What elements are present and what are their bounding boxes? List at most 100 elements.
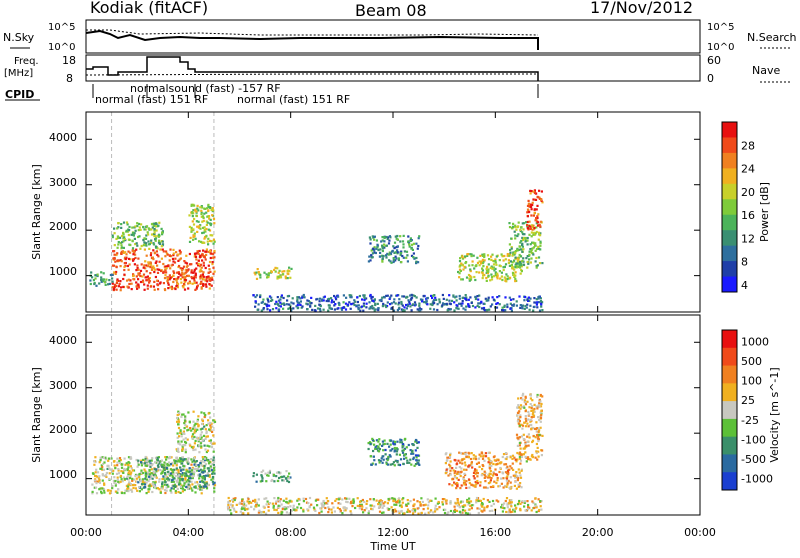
data-cell xyxy=(538,231,541,234)
data-cell xyxy=(129,456,132,459)
data-cell xyxy=(193,270,196,273)
data-cell xyxy=(468,501,471,504)
data-cell xyxy=(162,467,165,470)
data-cell xyxy=(476,482,479,485)
data-cell xyxy=(506,483,509,486)
data-cell xyxy=(266,474,269,477)
data-cell xyxy=(519,304,522,307)
data-cell xyxy=(137,222,141,226)
data-cell xyxy=(199,488,202,491)
data-cell xyxy=(474,480,477,484)
data-cell xyxy=(453,508,457,511)
data-cell xyxy=(127,483,130,486)
data-cell xyxy=(389,497,392,500)
data-cell xyxy=(194,485,197,488)
data-cell xyxy=(186,459,189,462)
data-cell xyxy=(213,249,216,253)
data-cell xyxy=(171,474,174,477)
data-cell xyxy=(526,440,529,443)
data-cell xyxy=(199,468,202,471)
data-cell xyxy=(296,300,299,303)
data-cell xyxy=(198,477,201,480)
data-cell xyxy=(535,256,538,260)
data-cell xyxy=(213,270,216,273)
data-cell xyxy=(156,284,160,287)
data-cell xyxy=(136,264,139,267)
data-cell xyxy=(200,287,203,290)
data-cell xyxy=(482,254,485,257)
data-cell xyxy=(139,228,142,231)
data-cell xyxy=(462,476,465,479)
data-cell xyxy=(118,457,122,460)
data-cell xyxy=(154,456,158,459)
data-cell xyxy=(392,258,395,262)
data-cell xyxy=(483,253,486,256)
data-cell xyxy=(459,511,462,514)
data-cell xyxy=(537,296,540,299)
data-cell xyxy=(477,499,480,503)
data-cell xyxy=(461,462,464,465)
data-cell xyxy=(302,497,305,500)
data-cell xyxy=(117,222,120,225)
data-cell xyxy=(193,431,196,434)
data-cell xyxy=(165,271,168,274)
colorbar-tick-label: 100 xyxy=(741,375,762,388)
data-cell xyxy=(205,456,208,460)
data-cell xyxy=(190,480,193,483)
data-cell xyxy=(153,468,156,471)
data-cell xyxy=(408,245,411,248)
data-cell xyxy=(286,506,290,509)
data-cell xyxy=(501,306,504,309)
data-cell xyxy=(530,455,533,458)
data-cell xyxy=(526,227,529,230)
data-cell xyxy=(277,275,280,279)
data-cell xyxy=(506,465,509,468)
data-cell xyxy=(257,504,260,507)
data-cell xyxy=(154,475,157,478)
data-cell xyxy=(151,256,154,259)
data-cell xyxy=(265,480,268,483)
data-cell xyxy=(472,457,475,460)
data-cell xyxy=(349,307,352,310)
data-cell xyxy=(212,217,216,220)
data-cell xyxy=(111,234,114,237)
data-cell xyxy=(510,309,513,312)
data-cell xyxy=(416,446,419,449)
data-cell xyxy=(190,467,193,470)
data-cell xyxy=(323,502,326,505)
data-cell xyxy=(523,505,526,508)
data-cell xyxy=(493,269,496,272)
data-cell xyxy=(322,308,325,311)
velocity-ytick-4000: 4000 xyxy=(49,334,77,347)
data-cell xyxy=(149,462,152,465)
power-ylabel: Slant Range [km] xyxy=(30,164,43,260)
data-cell xyxy=(468,486,471,489)
data-cell xyxy=(377,445,380,448)
data-cell xyxy=(371,437,374,440)
colorbar-tick-label: -25 xyxy=(741,414,759,427)
data-cell xyxy=(143,241,146,244)
data-cell xyxy=(405,307,408,310)
data-cell xyxy=(512,222,515,225)
data-cell xyxy=(391,447,394,451)
data-cell xyxy=(532,409,535,412)
data-cell xyxy=(446,309,449,312)
data-cell xyxy=(486,486,489,490)
data-cell xyxy=(176,487,179,491)
data-cell xyxy=(117,241,120,244)
data-cell xyxy=(173,477,176,480)
data-cell xyxy=(383,236,386,240)
data-cell xyxy=(358,294,361,298)
data-cell xyxy=(398,497,401,500)
data-cell xyxy=(285,497,288,500)
data-cell xyxy=(199,274,203,277)
data-cell xyxy=(177,471,180,474)
power-ytick-1000: 1000 xyxy=(49,265,77,278)
data-cell xyxy=(320,510,323,513)
data-cell xyxy=(213,472,216,475)
data-cell xyxy=(290,509,293,512)
data-cell xyxy=(531,453,534,457)
data-cell xyxy=(178,258,181,261)
data-cell xyxy=(426,303,429,306)
data-cell xyxy=(508,243,511,246)
